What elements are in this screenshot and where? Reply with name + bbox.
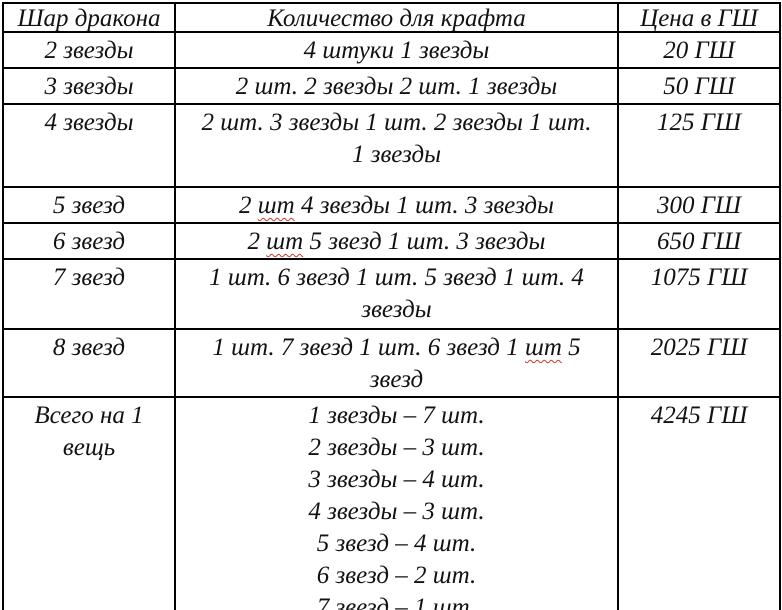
craft-quantity-cell: 2 шт. 2 звезды 2 шт. 1 звезды xyxy=(174,67,619,105)
price-cell: 1075 ГШ xyxy=(617,258,781,330)
quantity-line: 1 звезды xyxy=(182,139,611,171)
header-dragon-ball: Шар дракона xyxy=(2,2,176,33)
craft-quantity-cell: 1 шт. 6 звезд 1 шт. 5 звезд 1 шт. 4 звез… xyxy=(174,258,619,330)
quantity-text: 5 звезд 1 шт. 3 звезды xyxy=(303,228,546,255)
quantity-text: 4 звезды 1 шт. 3 звезды xyxy=(294,192,554,219)
quantity-text: 4 звезды – 3 шт. xyxy=(308,498,485,525)
dragon-ball-cell: 4 звезды xyxy=(2,103,176,188)
quantity-text: 1 шт. 7 звезд 1 шт. 6 звезд 1 xyxy=(212,334,525,361)
dragon-ball-cell: 5 звезд xyxy=(2,186,176,224)
quantity-text: 2 xyxy=(239,192,258,219)
misspelled-word: шт xyxy=(257,192,295,219)
dragon-ball-cell: 7 звезд xyxy=(2,258,176,330)
quantity-text: 3 звезды – 4 шт. xyxy=(308,466,485,493)
quantity-line: 6 звезд – 2 шт. xyxy=(182,560,611,592)
price-cell: 20 ГШ xyxy=(617,31,781,69)
header-price: Цена в ГШ xyxy=(617,2,781,33)
quantity-text: 2 звезды – 3 шт. xyxy=(308,434,485,461)
quantity-text: 5 xyxy=(561,334,581,361)
quantity-text: 5 звезд – 4 шт. xyxy=(316,530,477,557)
table-header-row: Шар дракона Количество для крафта Цена в… xyxy=(2,2,781,33)
craft-quantity-cell: 4 штуки 1 звезды xyxy=(174,31,619,69)
quantity-text: 2 шт. 3 звезды 1 шт. 2 звезды 1 шт. xyxy=(201,109,592,136)
dragon-ball-cell: 6 звезд xyxy=(2,222,176,260)
craft-quantity-cell: 2 шт 5 звезд 1 шт. 3 звезды xyxy=(174,222,619,260)
price-cell: 300 ГШ xyxy=(617,186,781,224)
misspelled-word: шт xyxy=(266,228,304,255)
price-cell: 50 ГШ xyxy=(617,67,781,105)
quantity-line: 1 шт. 7 звезд 1 шт. 6 звезд 1 шт 5 xyxy=(182,332,611,364)
quantity-text: звезды xyxy=(361,296,432,323)
dragon-ball-cell: 8 звезд xyxy=(2,328,176,398)
quantity-text: 1 звезды xyxy=(351,141,442,168)
quantity-text: звезд xyxy=(369,366,424,393)
table-row: 8 звезд 1 шт. 7 звезд 1 шт. 6 звезд 1 шт… xyxy=(2,328,781,398)
misspelled-word: шт xyxy=(524,334,562,361)
quantity-text: 6 звезд – 2 шт. xyxy=(316,562,477,589)
quantity-line: 2 шт 4 звезды 1 шт. 3 звезды xyxy=(182,190,611,221)
table-row: 5 звезд 2 шт 4 звезды 1 шт. 3 звезды 300… xyxy=(2,186,781,224)
header-craft-quantity: Количество для крафта xyxy=(174,2,619,33)
quantity-line: 3 звезды – 4 шт. xyxy=(182,464,611,496)
table-row: 7 звезд 1 шт. 6 звезд 1 шт. 5 звезд 1 шт… xyxy=(2,258,781,330)
table-row: 6 звезд 2 шт 5 звезд 1 шт. 3 звезды 650 … xyxy=(2,222,781,260)
price-cell: 650 ГШ xyxy=(617,222,781,260)
quantity-line: 4 звезды – 3 шт. xyxy=(182,496,611,528)
quantity-line: звезды xyxy=(182,294,611,326)
craft-quantity-cell: 2 шт. 3 звезды 1 шт. 2 звезды 1 шт. 1 зв… xyxy=(174,103,619,188)
table-row: 4 звезды 2 шт. 3 звезды 1 шт. 2 звезды 1… xyxy=(2,103,781,188)
dragon-ball-cell: 3 звезды xyxy=(2,67,176,105)
quantity-line: 1 звезды – 7 шт. xyxy=(182,400,611,432)
table-row-total: Всего на 1 вещь 1 звезды – 7 шт. 2 звезд… xyxy=(2,396,781,610)
quantity-line: звезд xyxy=(182,364,611,395)
quantity-text: 2 xyxy=(247,228,267,255)
price-cell: 2025 ГШ xyxy=(617,328,781,398)
price-cell: 4245 ГШ xyxy=(617,396,781,610)
quantity-line: 2 шт 5 звезд 1 шт. 3 звезды xyxy=(182,226,611,257)
quantity-text: 2 шт. 2 звезды 2 шт. 1 звезды xyxy=(235,73,558,100)
table-row: 3 звезды 2 шт. 2 звезды 2 шт. 1 звезды 5… xyxy=(2,67,781,105)
quantity-line: 5 звезд – 4 шт. xyxy=(182,528,611,560)
quantity-line: 1 шт. 6 звезд 1 шт. 5 звезд 1 шт. 4 xyxy=(182,262,611,294)
quantity-line: 7 звезд – 1 шт. xyxy=(182,592,611,610)
quantity-line: 2 шт. 3 звезды 1 шт. 2 звезды 1 шт. xyxy=(182,107,611,139)
quantity-text: 1 звезды – 7 шт. xyxy=(308,402,485,429)
table-row: 2 звезды 4 штуки 1 звезды 20 ГШ xyxy=(2,31,781,69)
quantity-line: 2 шт. 2 звезды 2 шт. 1 звезды xyxy=(182,71,611,102)
price-cell: 125 ГШ xyxy=(617,103,781,188)
craft-quantity-cell: 1 шт. 7 звезд 1 шт. 6 звезд 1 шт 5 звезд xyxy=(174,328,619,398)
craft-quantity-cell: 1 звезды – 7 шт. 2 звезды – 3 шт. 3 звез… xyxy=(174,396,619,610)
quantity-text: 1 шт. 6 звезд 1 шт. 5 звезд 1 шт. 4 xyxy=(209,264,584,291)
dragon-ball-cell: Всего на 1 вещь xyxy=(2,396,176,610)
quantity-line: 4 штуки 1 звезды xyxy=(182,35,611,66)
dragon-ball-cell: 2 звезды xyxy=(2,31,176,69)
quantity-line: 2 звезды – 3 шт. xyxy=(182,432,611,464)
quantity-text: 7 звезд – 1 шт. xyxy=(316,594,477,610)
craft-quantity-cell: 2 шт 4 звезды 1 шт. 3 звезды xyxy=(174,186,619,224)
quantity-text: 4 штуки 1 звезды xyxy=(303,37,490,64)
